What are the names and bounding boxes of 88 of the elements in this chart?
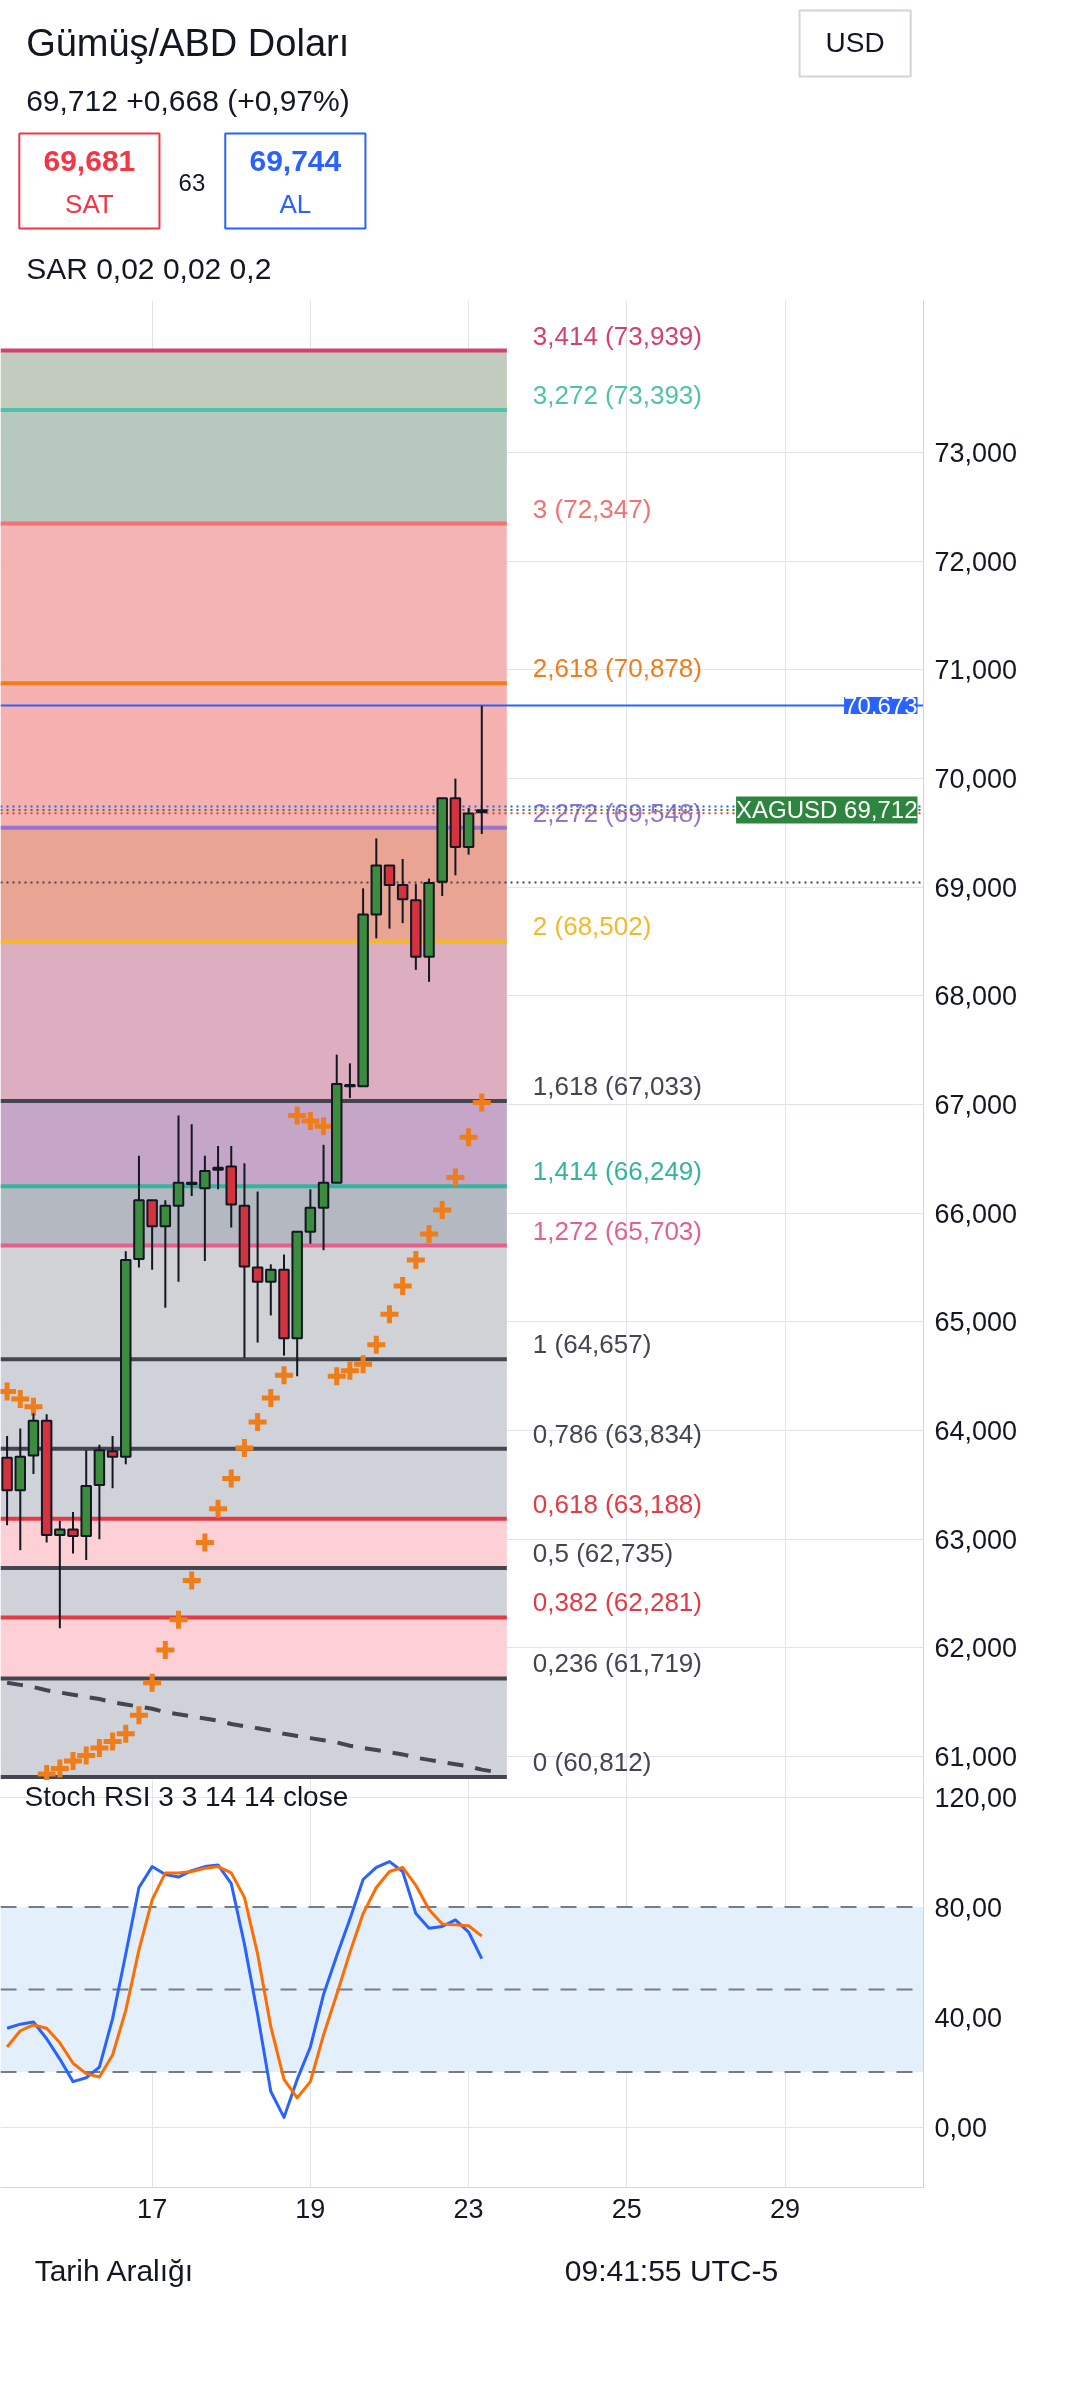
y-tick-label: 67,000	[934, 1090, 1018, 1121]
chart-subtitle: 69,712 +0,668 (+0,97%)	[26, 84, 350, 117]
text: 09:41:55 UTC-5	[564, 2254, 779, 2287]
text: 69,681	[43, 143, 136, 177]
y-tick-label: 40,00	[934, 2002, 1003, 2033]
text: 69,744	[249, 143, 342, 177]
x-tick-label: 29	[770, 2193, 801, 2224]
candlestick	[212, 1144, 224, 1191]
y-tick-label: 0,00	[934, 2112, 988, 2143]
ref-line-label: 3,272 (73,393)	[532, 379, 702, 410]
point	[232, 1436, 256, 1460]
point	[298, 1109, 322, 1133]
ref-line-label: 1,272 (65,703)	[532, 1215, 702, 1246]
point	[443, 1165, 467, 1189]
y-tick-label: 70,000	[934, 764, 1018, 795]
chart-title: Gümüş/ABD Doları	[26, 21, 350, 64]
y-tick-label: 65,000	[934, 1307, 1018, 1338]
point	[167, 1608, 191, 1632]
y-tick-label: 63,000	[934, 1524, 1018, 1555]
ref-line-label: 0,382 (62,281)	[532, 1587, 702, 1618]
ref-line-label: 2,618 (70,878)	[532, 653, 702, 684]
y-tick-label: 68,000	[934, 981, 1018, 1012]
y-tick-label: 71,000	[934, 655, 1018, 686]
y-tick-label: 64,000	[934, 1416, 1018, 1447]
candlestick	[199, 1154, 211, 1263]
ref-line-label: 0,786 (63,834)	[532, 1418, 702, 1449]
point	[259, 1386, 283, 1410]
candlestick	[251, 1190, 264, 1344]
point	[219, 1466, 243, 1490]
point	[193, 1531, 217, 1555]
point	[140, 1671, 164, 1695]
point	[404, 1248, 428, 1272]
ref-line-label: 0,236 (61,719)	[532, 1648, 702, 1679]
point	[391, 1274, 415, 1298]
ref-line-label: 0,5 (62,735)	[532, 1538, 674, 1569]
y-tick-label: 61,000	[934, 1742, 1018, 1773]
point	[21, 1395, 45, 1419]
point	[285, 1103, 309, 1127]
candlestick	[106, 1435, 119, 1490]
x-tick-label: 19	[295, 2193, 326, 2224]
point	[153, 1638, 177, 1662]
candlestick	[304, 1188, 317, 1245]
text: USD	[825, 27, 885, 58]
point	[8, 1387, 32, 1411]
ref-line-label: 3 (72,347)	[532, 493, 652, 524]
y-tick-label: 80,00	[934, 1892, 1003, 1923]
ref-line-label: 1,618 (67,033)	[532, 1071, 702, 1102]
candlestick	[383, 864, 396, 930]
y-tick-label: 72,000	[934, 546, 1018, 577]
text: 63	[178, 169, 206, 196]
ref-line-label: 1,414 (66,249)	[532, 1156, 702, 1187]
point	[246, 1410, 270, 1434]
point	[127, 1703, 151, 1727]
text: SAT	[65, 188, 114, 219]
x-tick-label: 25	[611, 2193, 642, 2224]
candlestick	[476, 704, 488, 836]
candlestick	[159, 1199, 172, 1309]
text: AL	[279, 188, 312, 219]
y-tick-label: 62,000	[934, 1633, 1018, 1664]
point	[206, 1497, 230, 1521]
point	[430, 1198, 454, 1222]
point	[457, 1125, 481, 1149]
ref-line-label: 2 (68,502)	[532, 911, 652, 942]
y-tick-label: 73,000	[934, 438, 1018, 469]
point	[364, 1333, 388, 1357]
y-tick-label: 66,000	[934, 1198, 1018, 1229]
ref-line-label: 1 (64,657)	[532, 1329, 652, 1360]
candlestick	[172, 1114, 185, 1283]
point	[180, 1569, 204, 1593]
x-tick-label: 23	[453, 2193, 484, 2224]
point	[377, 1302, 401, 1326]
point	[470, 1090, 494, 1114]
ref-line-label: 70,673	[844, 691, 918, 719]
point	[272, 1363, 296, 1387]
ref-line-label: 0 (60,812)	[532, 1747, 652, 1778]
text: SAR 0,02 0,02 0,2	[26, 252, 272, 285]
candlestick	[396, 858, 409, 925]
x-tick-label: 17	[137, 2193, 168, 2224]
chart-title: Stoch RSI 3 3 14 14 close	[24, 1780, 349, 1812]
y-tick-label: 120,00	[934, 1782, 1018, 1813]
point	[417, 1222, 441, 1246]
candlestick	[185, 1123, 198, 1197]
ref-line-label: XAGUSD 69,712	[736, 796, 918, 824]
y-tick-label: 69,000	[934, 872, 1018, 903]
ref-line-label: 3,414 (73,939)	[532, 320, 702, 351]
ref-line-label: 2,272 (69,548)	[532, 797, 702, 828]
ref-line-label: 0,618 (63,188)	[532, 1488, 702, 1519]
text: Tarih Aralığı	[34, 2254, 194, 2287]
